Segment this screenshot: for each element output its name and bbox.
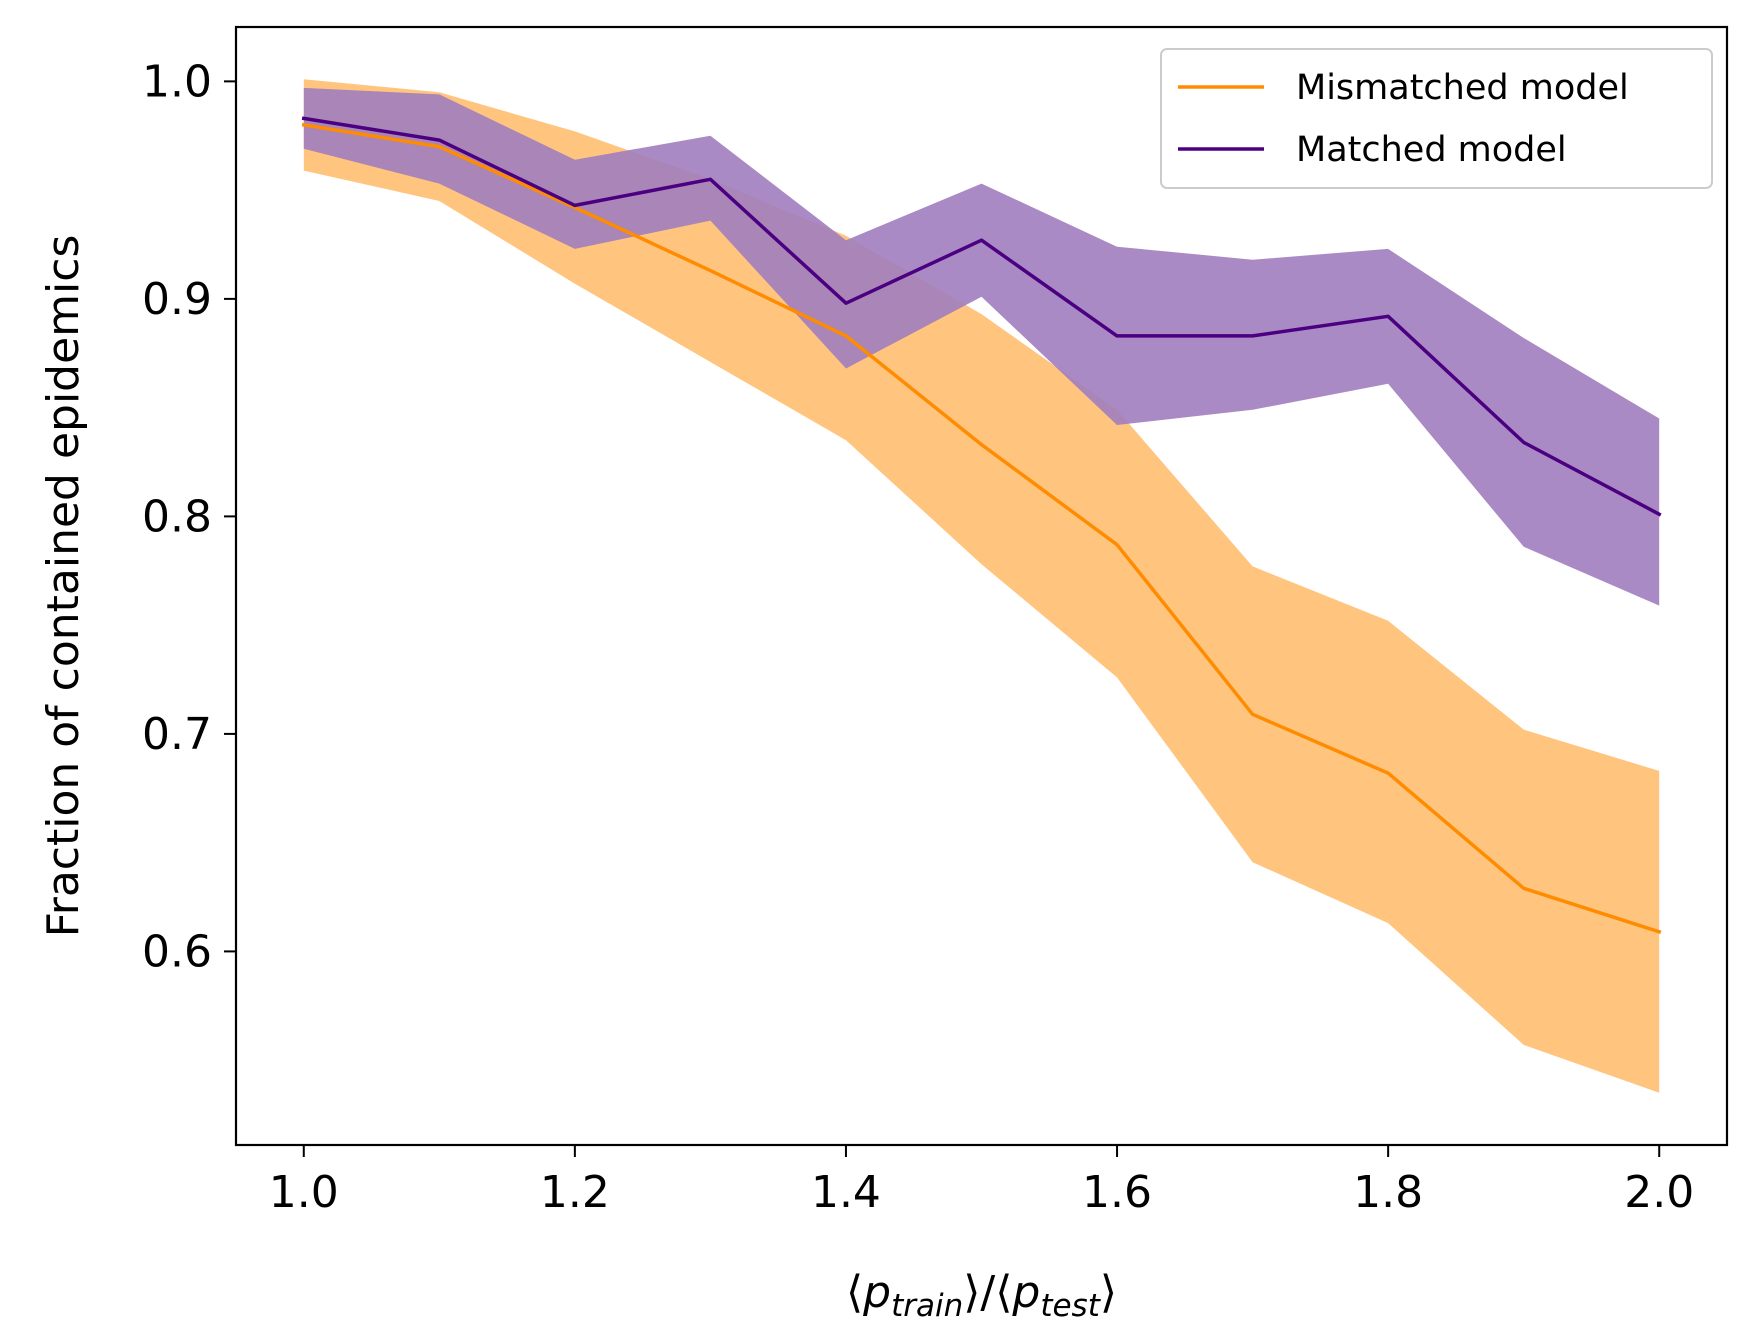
x-axis-ticks: 1.0 1.2 1.4 1.6 1.8 2.0 [269,1145,1694,1218]
line-matched [301,116,1662,517]
plot-frame [234,25,1729,1147]
x-tick-label: 1.0 [269,1167,339,1218]
y-axis-label: Fraction of contained epidemics [38,235,89,938]
x-tick-label: 1.2 [540,1167,610,1218]
x-tick-label: 1.4 [811,1167,881,1218]
band-mismatched [303,79,1660,1093]
x-tick-label: 1.8 [1353,1167,1423,1218]
legend-box [1160,48,1713,189]
legend-label-matched: Matched model [1296,130,1567,170]
y-tick-label: 0.7 [142,709,212,760]
band-matched [303,87,1660,606]
y-tick-label: 0.9 [142,274,212,325]
y-axis-ticks: 0.6 0.7 0.8 0.9 1.0 [142,56,236,977]
y-tick-label: 1.0 [142,56,212,107]
series-lines [301,116,1662,935]
y-tick-label: 0.6 [142,926,212,977]
confidence-bands [303,79,1660,1093]
x-axis-label: ⟨ptrain⟩/⟨ptest⟩ [846,1267,1117,1324]
legend: Mismatched model Matched model [1160,48,1713,189]
y-tick-label: 0.8 [142,491,212,542]
line-mismatched [301,122,1662,935]
x-tick-label: 1.6 [1082,1167,1152,1218]
x-tick-label: 2.0 [1624,1167,1694,1218]
legend-label-mismatched: Mismatched model [1296,68,1629,108]
